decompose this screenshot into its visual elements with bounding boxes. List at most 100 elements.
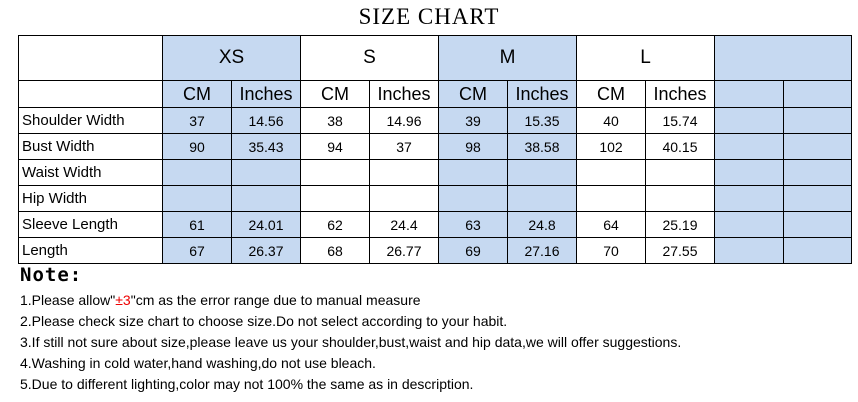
note-text: 1.Please allow" bbox=[20, 292, 116, 308]
empty-cell bbox=[714, 35, 852, 81]
empty-cell bbox=[507, 159, 577, 186]
note-text: 2.Please check size chart to choose size… bbox=[20, 313, 508, 329]
value-cell: 69 bbox=[438, 237, 508, 264]
unit-header: Inches bbox=[645, 80, 715, 108]
data-row: Shoulder Width 37 14.56 38 14.96 39 15.35 40 15.… bbox=[18, 107, 852, 134]
value-cell: 14.56 bbox=[231, 107, 301, 134]
value-cell: 64 bbox=[576, 211, 646, 238]
empty-cell bbox=[162, 185, 232, 212]
value-cell: 98 bbox=[438, 133, 508, 160]
note-text: 5.Due to different lighting,color may no… bbox=[20, 376, 474, 392]
size-table: XS S M L CM Inches CM Inches CM Inches CM Inches Sho… bbox=[18, 35, 852, 264]
empty-cell bbox=[369, 185, 439, 212]
note-item: 2.Please check size chart to choose size… bbox=[20, 311, 681, 332]
empty-cell bbox=[714, 80, 784, 108]
unit-header: Inches bbox=[507, 80, 577, 108]
empty-cell bbox=[783, 185, 852, 212]
value-cell: 24.4 bbox=[369, 211, 439, 238]
value-cell: 26.37 bbox=[231, 237, 301, 264]
row-label: Hip Width bbox=[18, 185, 163, 212]
empty-cell bbox=[714, 107, 784, 134]
value-cell: 70 bbox=[576, 237, 646, 264]
empty-cell bbox=[645, 159, 715, 186]
unit-header: CM bbox=[576, 80, 646, 108]
value-cell: 94 bbox=[300, 133, 370, 160]
note-item: 3.If still not sure about size,please le… bbox=[20, 332, 681, 353]
empty-cell bbox=[162, 159, 232, 186]
value-cell: 35.43 bbox=[231, 133, 301, 160]
value-cell: 67 bbox=[162, 237, 232, 264]
data-row: Bust Width 90 35.43 94 37 98 38.58 102 40.15 bbox=[18, 133, 852, 160]
title: SIZE CHART bbox=[358, 4, 500, 29]
note-text: 4.Washing in cold water,hand washing,do … bbox=[20, 355, 376, 371]
row-label: Bust Width bbox=[18, 133, 163, 160]
empty-cell bbox=[231, 159, 301, 186]
empty-cell bbox=[714, 159, 784, 186]
value-cell: 40 bbox=[576, 107, 646, 134]
value-cell: 24.01 bbox=[231, 211, 301, 238]
data-row: Sleeve Length 61 24.01 62 24.4 63 24.8 64 25.19 bbox=[18, 211, 852, 238]
value-cell: 40.15 bbox=[645, 133, 715, 160]
empty-cell bbox=[231, 185, 301, 212]
row-label: Waist Width bbox=[18, 159, 163, 186]
value-cell: 39 bbox=[438, 107, 508, 134]
row-label: Shoulder Width bbox=[18, 107, 163, 134]
empty-cell bbox=[783, 211, 852, 238]
value-cell: 38.58 bbox=[507, 133, 577, 160]
value-cell: 27.55 bbox=[645, 237, 715, 264]
empty-cell bbox=[507, 185, 577, 212]
value-cell: 63 bbox=[438, 211, 508, 238]
value-cell: 68 bbox=[300, 237, 370, 264]
empty-cell bbox=[783, 237, 852, 264]
size-row: XS S M L bbox=[18, 35, 852, 81]
empty-cell bbox=[438, 185, 508, 212]
value-cell: 26.77 bbox=[369, 237, 439, 264]
corner-cell bbox=[18, 35, 163, 81]
unit-header: CM bbox=[438, 80, 508, 108]
value-cell: 62 bbox=[300, 211, 370, 238]
empty-cell bbox=[369, 159, 439, 186]
data-row: Length 67 26.37 68 26.77 69 27.16 70 27.55 bbox=[18, 237, 852, 264]
empty-cell bbox=[576, 159, 646, 186]
size-header: M bbox=[438, 35, 577, 81]
row-label: Length bbox=[18, 237, 163, 264]
empty-cell bbox=[783, 159, 852, 186]
empty-cell bbox=[645, 185, 715, 212]
row-label: Sleeve Length bbox=[18, 211, 163, 238]
note-item: 1.Please allow"±3"cm as the error range … bbox=[20, 290, 681, 311]
value-cell: 14.96 bbox=[369, 107, 439, 134]
empty-cell bbox=[783, 107, 852, 134]
empty-cell bbox=[714, 237, 784, 264]
value-cell: 37 bbox=[369, 133, 439, 160]
unit-header: CM bbox=[300, 80, 370, 108]
empty-cell bbox=[300, 185, 370, 212]
value-cell: 15.74 bbox=[645, 107, 715, 134]
empty-cell bbox=[300, 159, 370, 186]
value-cell: 15.35 bbox=[507, 107, 577, 134]
value-cell: 24.8 bbox=[507, 211, 577, 238]
note-text: "cm as the error range due to manual mea… bbox=[130, 292, 421, 308]
unit-row: CM Inches CM Inches CM Inches CM Inches bbox=[18, 80, 852, 108]
note-text: 3.If still not sure about size,please le… bbox=[20, 334, 682, 350]
value-cell: 37 bbox=[162, 107, 232, 134]
size-header: S bbox=[300, 35, 439, 81]
note-item: 5.Due to different lighting,color may no… bbox=[20, 374, 681, 395]
note-item: 4.Washing in cold water,hand washing,do … bbox=[20, 353, 681, 374]
empty-cell bbox=[783, 133, 852, 160]
size-header: L bbox=[576, 35, 715, 81]
value-cell: 38 bbox=[300, 107, 370, 134]
notes: Note: 1.Please allow"±3"cm as the error … bbox=[20, 264, 681, 395]
value-cell: 61 bbox=[162, 211, 232, 238]
empty-cell bbox=[783, 80, 852, 108]
note-text: ±3 bbox=[115, 292, 131, 308]
empty-cell bbox=[714, 185, 784, 212]
empty-cell bbox=[438, 159, 508, 186]
notes-heading: Note: bbox=[20, 264, 83, 286]
empty-cell bbox=[714, 133, 784, 160]
value-cell: 102 bbox=[576, 133, 646, 160]
unit-header: CM bbox=[162, 80, 232, 108]
value-cell: 90 bbox=[162, 133, 232, 160]
value-cell: 25.19 bbox=[645, 211, 715, 238]
data-row: Waist Width bbox=[18, 159, 852, 186]
